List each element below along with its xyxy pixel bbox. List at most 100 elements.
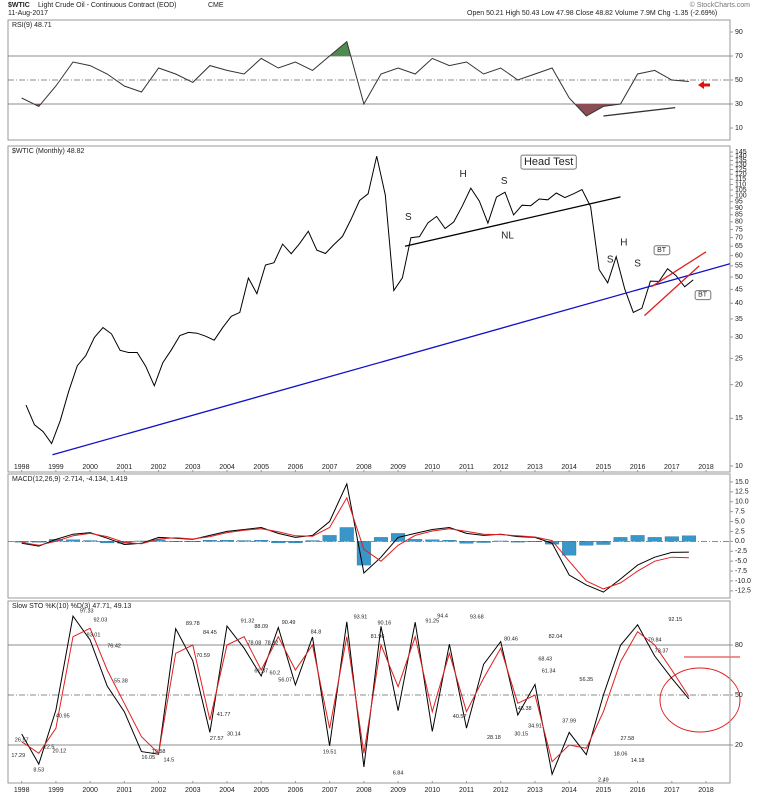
histogram-bar (202, 540, 217, 542)
point-label: 2.49 (598, 778, 609, 784)
point-label: 30.15 (514, 732, 528, 738)
y-tick-label: 90 (735, 205, 743, 212)
histogram-bar (254, 540, 269, 542)
point-label: 60.2 (270, 670, 281, 676)
y-tick-label: 130 (735, 162, 747, 169)
y-tick-label: 135 (735, 157, 747, 164)
y-tick-label: -7.5 (735, 568, 747, 575)
series-line (21, 627, 690, 763)
histogram-bar (356, 541, 371, 566)
y-tick-label: 20 (735, 742, 743, 749)
histogram-bar (220, 540, 234, 542)
y-tick-label: 25 (735, 355, 743, 362)
y-tick-label: 70 (735, 53, 743, 60)
point-label: 6.84 (393, 770, 404, 776)
instrument-name: Light Crude Oil - Continuous Contract (E… (38, 2, 177, 9)
point-label: 91.32 (241, 619, 255, 625)
x-tick-label: 2006 (288, 787, 304, 794)
x-tick-label: 2000 (82, 787, 98, 794)
x-tick-label: 2018 (698, 787, 714, 794)
annotation: BT (698, 292, 708, 299)
x-tick-label: 1999 (48, 464, 64, 471)
x-tick-label: 2016 (630, 464, 646, 471)
histogram-bar (425, 539, 440, 542)
x-tick-label: 2017 (664, 464, 680, 471)
y-tick-label: -5.0 (735, 558, 747, 565)
y-tick-label: 15.0 (735, 479, 749, 486)
series-line (21, 482, 689, 593)
histogram-bar (66, 539, 81, 542)
y-tick-label: 115 (735, 176, 746, 183)
histogram-bar (288, 541, 303, 544)
point-label: 78.08 (247, 641, 261, 647)
y-tick-label: -12.5 (735, 588, 751, 595)
histogram-bar (664, 536, 679, 542)
point-label: 82.04 (549, 634, 563, 640)
x-tick-label: 2004 (219, 787, 235, 794)
histogram-bar (647, 537, 662, 542)
point-label: 84.45 (203, 630, 217, 636)
x-tick-label: 2001 (117, 464, 133, 471)
x-tick-label: 2016 (630, 787, 646, 794)
histogram-bar (630, 535, 645, 542)
point-label: 55.38 (114, 678, 128, 684)
trend-line (404, 196, 621, 247)
point-label: 8.53 (33, 768, 44, 774)
histogram-bar (579, 541, 594, 546)
point-label: 68.43 (538, 657, 552, 663)
point-label: 19.51 (323, 749, 337, 755)
point-label: 27.58 (620, 736, 634, 742)
panel-label: RSI(9) 48.71 (12, 22, 52, 29)
x-tick-label: 2012 (493, 787, 509, 794)
x-tick-label: 2013 (527, 787, 543, 794)
point-label: 26.57 (15, 738, 29, 744)
annotation-box (520, 154, 577, 170)
point-label: 79.84 (648, 638, 662, 644)
x-tick-label: 2007 (322, 787, 338, 794)
point-label: 41.77 (217, 712, 231, 718)
histogram-bar (459, 541, 474, 544)
point-label: 92.03 (94, 617, 108, 623)
annotation: S (501, 176, 508, 187)
histogram-bar (237, 540, 252, 542)
point-label: 78.32 (265, 640, 279, 646)
series-line (21, 40, 689, 117)
x-tick-label: 2010 (425, 787, 441, 794)
panel-frame (7, 145, 731, 473)
y-tick-label: 15 (735, 415, 743, 422)
plot (8, 614, 730, 776)
trend-line (603, 106, 676, 117)
x-tick-label: 2007 (322, 464, 338, 471)
point-label: 93.68 (470, 615, 484, 621)
y-tick-label: 0.0 (735, 538, 745, 545)
x-tick-label: 2005 (253, 787, 269, 794)
point-label: 14.18 (631, 758, 645, 764)
y-tick-label: 90 (735, 29, 743, 36)
histogram-bar (442, 540, 457, 542)
x-tick-label: 2011 (459, 787, 474, 794)
x-tick-label: 2014 (561, 787, 577, 794)
plot (8, 40, 730, 117)
credit: © StockCharts.com (690, 1, 751, 9)
point-label: 97.33 (80, 609, 94, 615)
histogram-bar (83, 540, 98, 542)
annotation: S (634, 258, 641, 269)
histogram-bar (100, 541, 115, 544)
histogram-bar (373, 537, 388, 542)
trend-line (644, 265, 700, 317)
y-tick-label: 125 (735, 166, 747, 173)
x-tick-label: 1999 (48, 787, 64, 794)
y-tick-label: 140 (735, 153, 747, 160)
series-line (25, 156, 694, 445)
x-tick-label: 2002 (151, 464, 167, 471)
point-label: 17.29 (11, 753, 25, 759)
y-tick-label: 45 (735, 286, 743, 293)
y-tick-label: 10.0 (735, 499, 749, 506)
series-line (21, 496, 689, 590)
annotation: S (607, 254, 614, 265)
panel-label: MACD(12,26,9) -2.714, -4.134, 1.419 (12, 476, 128, 483)
y-tick-label: 2.5 (735, 528, 745, 535)
point-label: 14.5 (163, 758, 174, 764)
y-tick-label: -2.5 (735, 548, 747, 555)
y-tick-label: 65 (735, 243, 743, 250)
